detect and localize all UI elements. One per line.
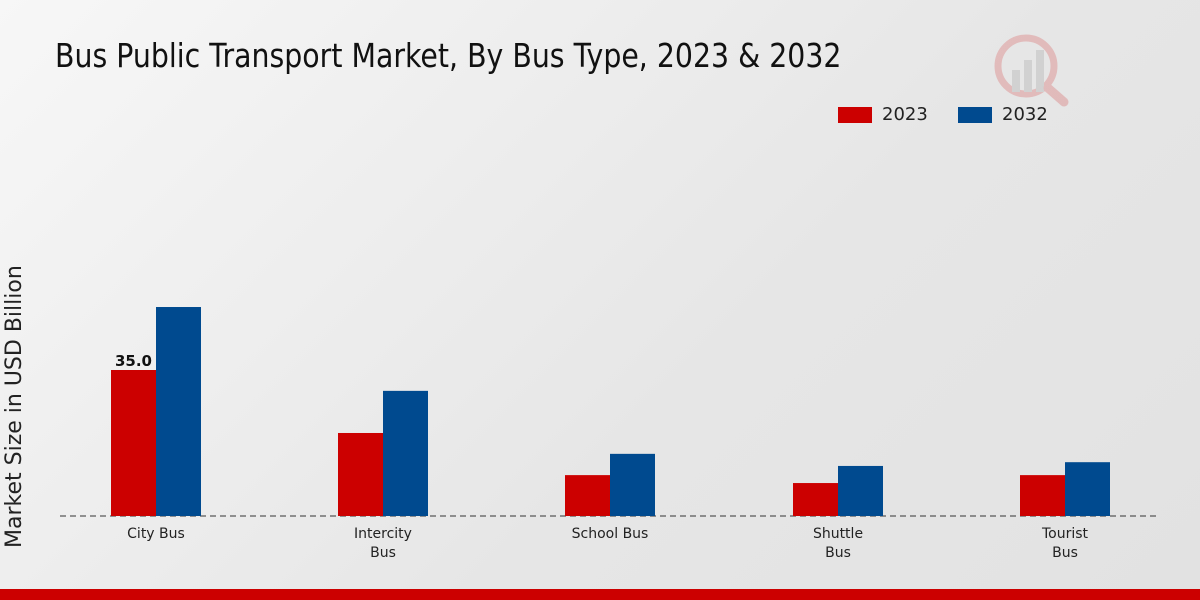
bar-2023-4 — [1020, 475, 1065, 516]
bar-2032-3 — [838, 465, 883, 516]
legend-swatch-2023 — [838, 106, 872, 123]
x-tick-label: Bus — [825, 545, 851, 561]
x-tick-label: Bus — [370, 545, 396, 561]
x-tick-label: Shuttle — [813, 526, 863, 542]
footer-bar — [0, 589, 1200, 600]
bar-2032-4 — [1065, 462, 1110, 516]
x-tick-label: Bus — [1052, 545, 1078, 561]
chart-title: Bus Public Transport Market, By Bus Type… — [55, 36, 842, 75]
legend-label-2023: 2023 — [882, 104, 928, 125]
bar-2023-3 — [793, 483, 838, 516]
bar-2032-2 — [610, 453, 655, 516]
watermark-logo-icon — [994, 34, 1069, 107]
legend-item-2032: 2032 — [958, 104, 1048, 125]
bar-2032-0 — [156, 307, 201, 516]
bar-2023-0 — [111, 370, 156, 516]
bar-2023-1 — [338, 432, 383, 516]
legend-label-2032: 2032 — [1002, 104, 1048, 125]
x-tick-label: Tourist — [1041, 526, 1089, 542]
legend-item-2023: 2023 — [838, 104, 928, 125]
x-tick-label: Intercity — [354, 526, 412, 542]
bar-2032-1 — [383, 390, 428, 516]
legend-swatch-2032 — [958, 106, 992, 123]
data-label: 35.0 — [115, 352, 152, 370]
x-tick-label: School Bus — [572, 526, 649, 542]
x-tick-label: City Bus — [127, 526, 185, 542]
bar-2023-2 — [565, 475, 610, 516]
